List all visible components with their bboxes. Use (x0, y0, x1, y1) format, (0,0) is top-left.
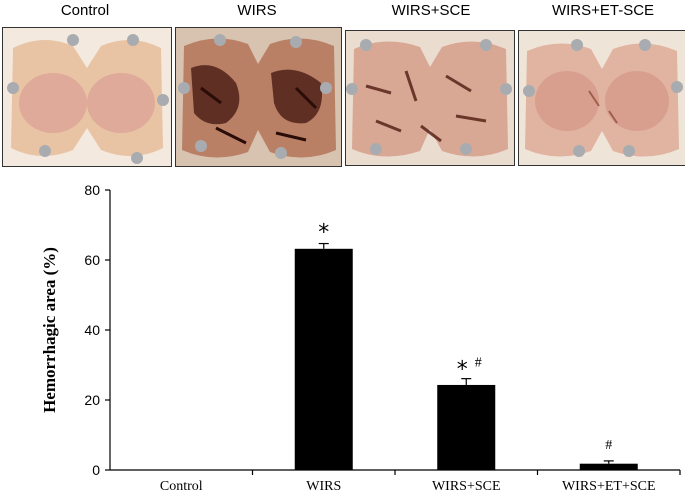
significance-star: * (457, 358, 468, 383)
significance-hash: # (475, 356, 482, 371)
y-tick-label: 20 (84, 392, 100, 408)
stomach-photo-wirs (175, 27, 342, 167)
photo-label-wirs-et-sce: WIRS+ET-SCE (551, 2, 655, 19)
x-axis: Control WIRS WIRS+SCE WIRS+ET+SCE (110, 469, 681, 494)
x-category-label: WIRS+ET+SCE (562, 479, 656, 494)
y-axis: 0 20 40 60 80 (84, 182, 111, 478)
bars (294, 248, 638, 470)
stomach-photo-control (2, 27, 172, 167)
bar (579, 463, 638, 470)
significance-annotations: * * # # (318, 221, 612, 453)
photo-label-wirs-sce: WIRS+SCE (391, 2, 471, 19)
bar (437, 384, 496, 470)
y-tick-label: 40 (84, 322, 100, 338)
significance-hash: # (605, 438, 612, 453)
x-category-label: WIRS (306, 479, 341, 494)
photo-label-control: Control (60, 2, 110, 19)
y-axis-label: Hemorrhagic area (%) (40, 247, 59, 413)
y-tick-label: 60 (84, 252, 100, 268)
x-category-label: WIRS+SCE (432, 479, 501, 494)
hemorrhagic-area-bar-chart: 0 20 40 60 80 Control WIRS WIRS+SCE WIRS+ET+SCE… (40, 182, 681, 494)
significance-star: * (318, 221, 329, 246)
photo-label-wirs: WIRS (237, 2, 277, 19)
y-tick-label: 0 (92, 462, 100, 478)
bar (294, 248, 353, 470)
y-tick-label: 80 (84, 182, 100, 198)
stomach-photo-wirs-et-sce (518, 30, 685, 166)
error-bars (318, 242, 614, 464)
x-category-label: Control (160, 479, 203, 494)
stomach-photo-wirs-sce (345, 30, 515, 166)
